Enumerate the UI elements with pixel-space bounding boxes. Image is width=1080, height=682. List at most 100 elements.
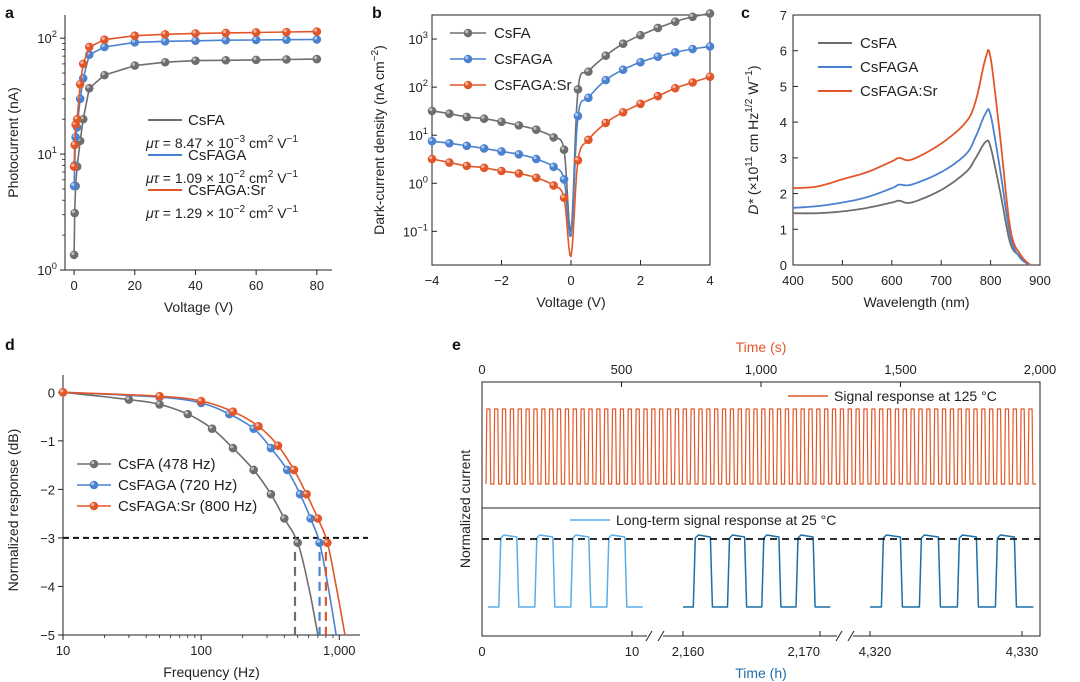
x-axis-label: Voltage (V) <box>164 299 233 315</box>
text-part: 2 <box>268 204 274 215</box>
data-point-CsFAGA <box>75 94 85 104</box>
axis-break-mark <box>657 630 665 642</box>
data-point-CsFAGA:Sr <box>251 28 261 37</box>
data-point-highlight <box>498 118 502 122</box>
data-point-highlight <box>481 145 485 149</box>
x-tick-label: 500 <box>832 273 854 288</box>
y-tick-label: 3 <box>780 151 787 166</box>
data-point-highlight <box>126 396 130 400</box>
data-point-CsFAGA:Sr <box>58 387 68 397</box>
data-point-CsFAGA:Sr <box>282 27 291 37</box>
data-point-highlight <box>71 183 75 187</box>
data-point-highlight <box>446 159 450 163</box>
data-point-highlight <box>101 72 105 76</box>
data-point-highlight <box>131 62 136 66</box>
data-point-CsFAGA <box>191 36 200 46</box>
text-part: 700 <box>930 273 952 288</box>
data-point-CsFA <box>584 67 593 76</box>
data-point-CsFAGA <box>559 175 569 184</box>
text-part: −3 <box>234 134 246 145</box>
legend-label: CsFAGA:Sr <box>494 77 572 94</box>
x-tick-label: −4 <box>425 273 440 288</box>
text-part: CsFAGA <box>188 147 246 164</box>
data-point-highlight <box>156 393 160 397</box>
data-point-CsFAGA:Sr <box>84 42 94 52</box>
data-point-highlight <box>101 43 105 48</box>
text-part: 2 <box>268 134 274 145</box>
text-part: Time (h) <box>735 665 787 681</box>
data-point-CsFAGA:Sr <box>72 114 82 124</box>
data-point-highlight <box>313 28 318 32</box>
data-point-CsFAGA:Sr <box>618 107 628 117</box>
legend-label: CsFAGA <box>188 147 246 164</box>
text-part: 4,320 <box>859 644 892 659</box>
data-point-highlight <box>620 40 624 44</box>
data-point-highlight <box>575 157 579 161</box>
data-point-highlight <box>131 39 136 43</box>
y-tick-label: 0 <box>780 258 787 273</box>
data-point-highlight <box>281 515 285 519</box>
data-point-highlight <box>446 110 450 114</box>
data-point-CsFAGA:Sr <box>302 489 311 499</box>
bottom-x-tick-label: 2,160 <box>672 644 705 659</box>
text-part: Voltage (V) <box>164 299 233 315</box>
data-point-highlight <box>268 445 272 449</box>
data-point-highlight <box>463 162 468 167</box>
data-point-CsFAGA:Sr <box>559 193 569 203</box>
data-point-highlight <box>71 210 76 214</box>
data-point-CsFAGA <box>69 181 79 191</box>
text-part: = 1.09 × 10 <box>159 170 234 186</box>
data-point-highlight <box>230 445 234 449</box>
text-part: = 1.29 × 10 <box>159 205 234 221</box>
y-tick-label: −5 <box>40 628 55 643</box>
panel-label-e: e <box>452 337 461 354</box>
data-point-highlight <box>561 176 565 180</box>
text-part: ) <box>371 45 387 50</box>
data-point-highlight <box>429 138 433 142</box>
text-part: 0 <box>52 261 57 271</box>
text-part: c <box>741 5 750 22</box>
text-part: = 8.47 × 10 <box>159 135 234 151</box>
data-point-highlight <box>307 515 311 519</box>
text-part: −2 <box>370 49 381 61</box>
data-point-CsFAGA <box>549 162 558 172</box>
text-part: 1/2 <box>744 98 755 112</box>
data-point-highlight <box>620 66 624 70</box>
bottom-axis-label: Time (h) <box>735 665 787 681</box>
data-point-CsFAGA <box>636 57 645 67</box>
data-point-CsFA <box>280 514 289 523</box>
data-point-highlight <box>131 32 136 36</box>
data-point-CsFAGA:Sr <box>273 441 283 450</box>
text-part: 1 <box>52 145 57 155</box>
data-point-highlight <box>80 60 84 65</box>
data-point-CsFAGA:Sr <box>196 396 206 406</box>
data-point-highlight <box>275 442 279 446</box>
axis-break-mark <box>847 630 855 642</box>
text-part: μτ <box>145 205 160 221</box>
data-point-highlight <box>303 491 307 495</box>
text-part: 500 <box>611 362 633 377</box>
text-part: 3 <box>780 151 787 166</box>
bottom-x-tick-label: 0 <box>478 644 485 659</box>
axis-break-mark <box>835 630 843 642</box>
text-part: 10 <box>408 128 422 143</box>
data-point-CsFA <box>228 443 238 453</box>
legend-mutau: μτ = 8.47 × 10−3 cm2 V−1 <box>145 134 298 151</box>
text-part: CsFA (478 Hz) <box>118 456 216 473</box>
data-point-highlight <box>91 482 95 486</box>
text-part: (×10 <box>745 167 761 200</box>
y-axis-label: D* (×1011 cm Hz1/2 W−1) <box>744 65 761 214</box>
text-part: 20 <box>128 278 142 293</box>
x-tick-label: 800 <box>980 273 1002 288</box>
text-part: CsFAGA <box>494 51 552 68</box>
text-part: −4 <box>40 579 55 594</box>
data-point-highlight <box>253 56 257 61</box>
data-point-highlight <box>283 36 287 40</box>
axis-break-mark <box>645 630 653 642</box>
text-part: 1,000 <box>323 643 356 658</box>
data-point-CsFA <box>688 12 697 22</box>
data-point-CsFA <box>84 83 94 93</box>
data-point-highlight <box>689 46 693 50</box>
data-point-CsFAGA:Sr <box>70 140 80 150</box>
